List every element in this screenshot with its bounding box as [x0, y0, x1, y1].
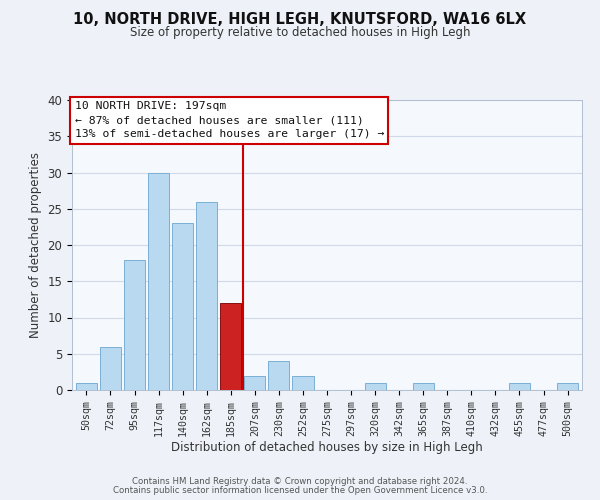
- Text: Size of property relative to detached houses in High Legh: Size of property relative to detached ho…: [130, 26, 470, 39]
- Bar: [172, 223, 193, 390]
- Text: Contains HM Land Registry data © Crown copyright and database right 2024.: Contains HM Land Registry data © Crown c…: [132, 477, 468, 486]
- X-axis label: Distribution of detached houses by size in High Legh: Distribution of detached houses by size …: [171, 442, 483, 454]
- Bar: [268, 361, 289, 390]
- Bar: [100, 346, 121, 390]
- Bar: [196, 202, 217, 390]
- Bar: [509, 383, 530, 390]
- Text: Contains public sector information licensed under the Open Government Licence v3: Contains public sector information licen…: [113, 486, 487, 495]
- Text: 10 NORTH DRIVE: 197sqm
← 87% of detached houses are smaller (111)
13% of semi-de: 10 NORTH DRIVE: 197sqm ← 87% of detached…: [74, 102, 384, 140]
- Y-axis label: Number of detached properties: Number of detached properties: [29, 152, 42, 338]
- Text: 10, NORTH DRIVE, HIGH LEGH, KNUTSFORD, WA16 6LX: 10, NORTH DRIVE, HIGH LEGH, KNUTSFORD, W…: [73, 12, 527, 28]
- Bar: [76, 383, 97, 390]
- Bar: [244, 376, 265, 390]
- Bar: [365, 383, 386, 390]
- Bar: [148, 172, 169, 390]
- Bar: [124, 260, 145, 390]
- Bar: [413, 383, 434, 390]
- Bar: [292, 376, 314, 390]
- Bar: [220, 303, 241, 390]
- Bar: [557, 383, 578, 390]
